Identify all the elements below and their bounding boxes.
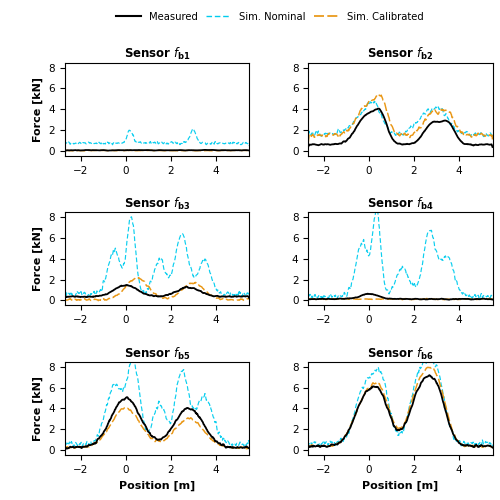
Title: Sensor $f_{\mathbf{b5}}$: Sensor $f_{\mathbf{b5}}$ [124,346,190,362]
Title: Sensor $f_{\mathbf{b1}}$: Sensor $f_{\mathbf{b1}}$ [124,46,190,62]
Title: Sensor $f_{\mathbf{b4}}$: Sensor $f_{\mathbf{b4}}$ [367,196,434,212]
Y-axis label: Force [kN]: Force [kN] [33,376,43,441]
Legend: Measured, Sim. Nominal, Sim. Calibrated: Measured, Sim. Nominal, Sim. Calibrated [112,8,428,26]
Y-axis label: Force [kN]: Force [kN] [33,226,43,291]
Title: Sensor $f_{\mathbf{b3}}$: Sensor $f_{\mathbf{b3}}$ [124,196,190,212]
Title: Sensor $f_{\mathbf{b6}}$: Sensor $f_{\mathbf{b6}}$ [367,346,434,362]
X-axis label: Position [m]: Position [m] [119,480,196,490]
Y-axis label: Force [kN]: Force [kN] [33,76,43,142]
X-axis label: Position [m]: Position [m] [362,480,438,490]
Title: Sensor $f_{\mathbf{b2}}$: Sensor $f_{\mathbf{b2}}$ [367,46,434,62]
